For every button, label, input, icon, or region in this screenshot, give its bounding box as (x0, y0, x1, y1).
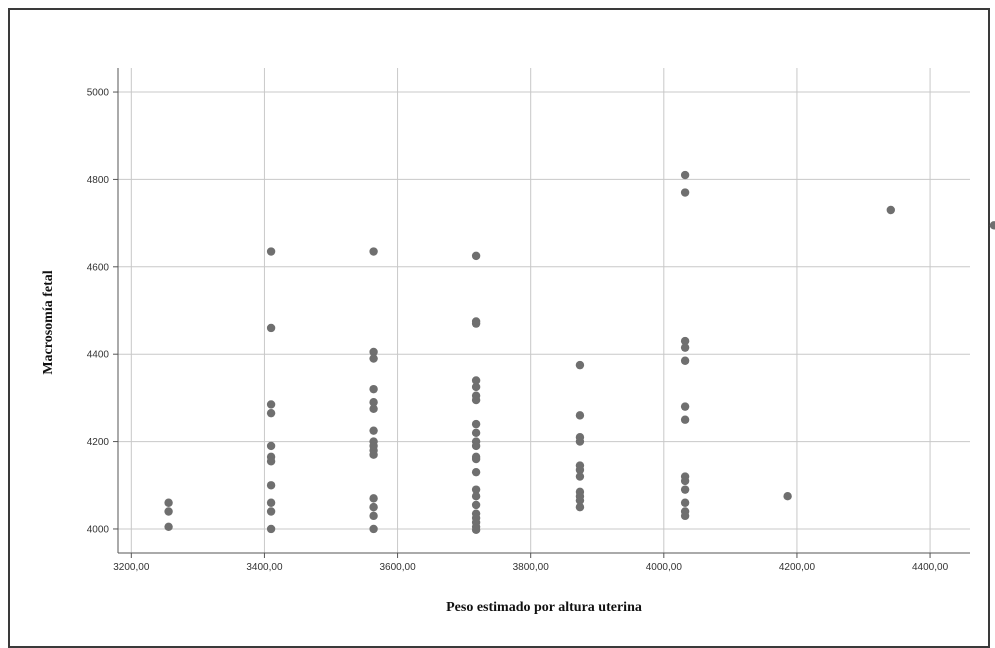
data-point (266, 323, 276, 333)
x-axis-title: Peso estimado por altura uterina (446, 600, 642, 615)
data-point (266, 498, 276, 507)
data-point (471, 485, 481, 494)
data-point (471, 525, 481, 535)
data-point (680, 485, 690, 494)
y-tick-label: 4200 (87, 437, 110, 448)
data-point (575, 502, 585, 512)
y-tick-label: 4800 (87, 175, 110, 186)
data-point (471, 395, 481, 405)
x-tick-label: 3400,00 (246, 562, 283, 573)
y-tick-label: 4600 (87, 262, 110, 273)
data-point (680, 402, 690, 411)
data-point (164, 498, 173, 507)
y-tick-label: 5000 (87, 88, 110, 99)
data-point (164, 507, 173, 516)
x-tick-label: 4000,00 (646, 562, 683, 573)
data-point (471, 319, 481, 328)
data-point (266, 441, 276, 451)
data-point (680, 356, 690, 365)
data-point (680, 498, 690, 507)
data-point (989, 221, 995, 230)
x-tick-label: 3600,00 (379, 562, 416, 573)
data-point (471, 419, 481, 429)
data-point (369, 354, 378, 363)
x-tick-label: 4200,00 (779, 562, 816, 573)
data-point (369, 426, 378, 435)
data-point (266, 408, 276, 418)
data-point (369, 494, 378, 503)
data-point (266, 524, 276, 534)
data-point (369, 404, 378, 414)
data-point (471, 441, 481, 451)
scatter-chart: 3200,00 3400,00 3600,00 3800,00 4000,00 4200,… (41, 68, 995, 615)
data-point (680, 188, 690, 197)
data-points (164, 170, 995, 535)
data-point (266, 457, 276, 466)
data-point (266, 247, 276, 256)
data-point (369, 247, 378, 256)
data-point (471, 454, 481, 464)
data-point (680, 336, 690, 346)
x-tick-label: 3200,00 (113, 562, 150, 573)
y-axis-title: Macrosomía fetal (41, 270, 56, 374)
data-point (886, 205, 895, 215)
data-point (471, 376, 481, 385)
data-point (369, 347, 378, 357)
data-point (471, 251, 481, 261)
data-point (369, 384, 378, 394)
x-tick-label: 4400,00 (912, 562, 949, 573)
data-point (266, 507, 276, 516)
tick-labels: 3200,00 3400,00 3600,00 3800,00 4000,00 4200,… (87, 88, 949, 573)
data-point (471, 500, 481, 510)
data-point (783, 491, 792, 501)
data-point (471, 382, 481, 392)
data-point (369, 398, 378, 407)
data-point (575, 465, 585, 475)
chart-frame (8, 8, 990, 648)
x-tick-label: 3800,00 (513, 562, 550, 573)
data-point (471, 428, 481, 438)
data-point (369, 524, 378, 534)
data-point (575, 472, 585, 481)
data-point (266, 481, 276, 490)
data-point (471, 467, 481, 477)
data-point (575, 496, 585, 505)
data-point (575, 360, 585, 370)
y-tick-label: 4400 (87, 350, 110, 361)
data-point (164, 522, 173, 531)
data-point (266, 400, 276, 409)
data-point (680, 170, 690, 180)
data-point (369, 502, 378, 512)
data-point (575, 437, 585, 446)
data-point (680, 343, 690, 352)
data-point (680, 476, 690, 486)
axes (113, 68, 970, 558)
grid-lines (118, 68, 970, 553)
y-tick-label: 4000 (87, 524, 110, 535)
data-point (369, 450, 378, 459)
data-point (369, 511, 378, 521)
data-point (680, 511, 690, 521)
data-point (471, 491, 481, 501)
data-point (575, 411, 585, 420)
data-point (680, 415, 690, 424)
